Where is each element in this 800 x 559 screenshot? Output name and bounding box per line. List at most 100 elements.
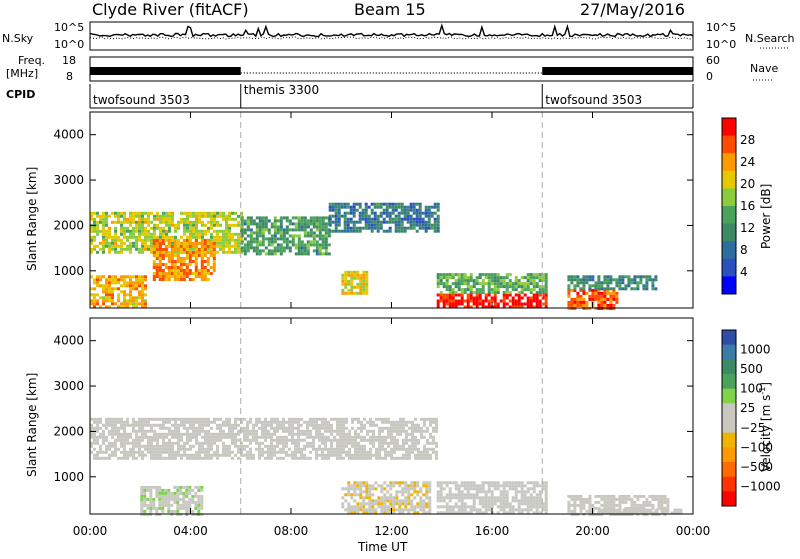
power-cell-0 xyxy=(120,223,123,227)
velocity-cell-0 xyxy=(213,450,216,454)
velocity-cell-5 xyxy=(619,511,623,515)
velocity-cell-3 xyxy=(514,484,518,488)
power-cell-8 xyxy=(612,297,616,301)
power-cell-3 xyxy=(246,243,250,247)
velocity-cell-2 xyxy=(419,505,423,509)
power-cell-1 xyxy=(144,278,147,282)
velocity-cell-2 xyxy=(413,508,417,512)
velocity-cell-4 xyxy=(660,509,664,513)
velocity-cell-2 xyxy=(368,490,372,494)
velocity-cell-1 xyxy=(173,497,177,501)
velocity-cell-2 xyxy=(413,490,417,494)
velocity-cell-0 xyxy=(156,450,159,454)
power-cell-3 xyxy=(246,222,250,226)
power-cbar-tick: 28 xyxy=(740,133,755,147)
power-cell-5 xyxy=(365,285,369,289)
velocity-cell-0 xyxy=(321,441,324,445)
nsky-label: N.Sky xyxy=(2,32,34,45)
power-cell-8 xyxy=(576,300,580,304)
velocity-cell-0 xyxy=(198,417,201,421)
velocity-cell-0 xyxy=(135,438,138,442)
power-cell-4 xyxy=(334,223,338,227)
power-cell-9 xyxy=(573,275,577,279)
velocity-cell-0 xyxy=(186,441,189,445)
power-cell-8 xyxy=(582,300,586,304)
velocity-cell-1 xyxy=(146,503,150,507)
power-cell-1 xyxy=(93,287,96,291)
velocity-cell-2 xyxy=(398,481,402,485)
velocity-cell-0 xyxy=(339,426,342,430)
velocity-cell-0 xyxy=(105,435,108,439)
velocity-cell-4 xyxy=(594,506,598,510)
power-cell-3 xyxy=(255,228,259,232)
power-cell-1 xyxy=(111,290,114,294)
power-cbar-swatch xyxy=(722,153,736,172)
power-cell-3 xyxy=(324,216,328,220)
velocity-cell-0 xyxy=(246,435,249,439)
velocity-cell-2 xyxy=(365,487,369,491)
power-cell-0 xyxy=(237,220,240,224)
power-cell-7 xyxy=(523,288,527,292)
velocity-cell-0 xyxy=(348,432,351,436)
velocity-cell-3 xyxy=(529,505,533,509)
power-cell-4 xyxy=(391,208,395,212)
velocity-cell-0 xyxy=(291,417,294,421)
velocity-cell-0 xyxy=(246,453,249,457)
power-cell-4 xyxy=(436,205,440,209)
power-cell-0 xyxy=(189,247,192,251)
power-cell-6 xyxy=(544,296,548,300)
power-cell-3 xyxy=(294,234,298,238)
velocity-cell-0 xyxy=(117,435,120,439)
velocity-cell-0 xyxy=(210,438,213,442)
power-cell-7 xyxy=(496,279,500,283)
velocity-cell-3 xyxy=(484,490,488,494)
power-cell-0 xyxy=(99,217,102,221)
velocity-cell-0 xyxy=(285,453,288,457)
power-cell-2 xyxy=(188,263,192,266)
velocity-cell-3 xyxy=(460,493,464,497)
power-cell-0 xyxy=(168,229,171,233)
velocity-cell-5 xyxy=(673,511,677,515)
velocity-cell-2 xyxy=(428,481,432,485)
velocity-cell-2 xyxy=(347,505,351,509)
velocity-cell-3 xyxy=(472,487,476,491)
velocity-cell-3 xyxy=(538,496,542,500)
power-cell-5 xyxy=(365,273,369,277)
velocity-cell-2 xyxy=(347,490,351,494)
power-cell-2 xyxy=(209,272,213,275)
velocity-cell-3 xyxy=(532,487,536,491)
velocity-cell-0 xyxy=(327,435,330,439)
power-cell-2 xyxy=(173,269,177,272)
velocity-cell-0 xyxy=(183,447,186,451)
power-cell-9 xyxy=(621,287,625,291)
velocity-cell-4 xyxy=(618,506,622,510)
velocity-cell-0 xyxy=(198,426,201,430)
power-cell-0 xyxy=(195,220,198,224)
velocity-cell-4 xyxy=(624,500,628,504)
power-cell-4 xyxy=(331,229,335,233)
velocity-cell-1 xyxy=(140,506,144,510)
velocity-cell-3 xyxy=(532,511,536,515)
velocity-cell-0 xyxy=(120,435,123,439)
power-cell-3 xyxy=(282,231,286,235)
velocity-cell-2 xyxy=(428,496,432,500)
power-cell-6 xyxy=(493,302,497,306)
velocity-cell-0 xyxy=(216,417,219,421)
velocity-cell-5 xyxy=(622,511,626,515)
velocity-cell-3 xyxy=(439,493,443,497)
velocity-cell-0 xyxy=(102,423,105,427)
power-cell-1 xyxy=(105,293,108,297)
power-cell-8 xyxy=(600,303,604,307)
power-cell-1 xyxy=(120,275,123,279)
power-cell-4 xyxy=(376,205,380,209)
velocity-cell-2 xyxy=(428,508,432,512)
power-cell-7 xyxy=(442,273,446,277)
power-cell-1 xyxy=(105,284,108,288)
velocity-cell-0 xyxy=(357,450,360,454)
power-cell-0 xyxy=(102,214,105,218)
power-cell-2 xyxy=(203,251,207,254)
power-cell-3 xyxy=(294,222,298,226)
velocity-cell-0 xyxy=(99,447,102,451)
velocity-cell-1 xyxy=(161,509,165,513)
velocity-cell-3 xyxy=(469,496,473,500)
